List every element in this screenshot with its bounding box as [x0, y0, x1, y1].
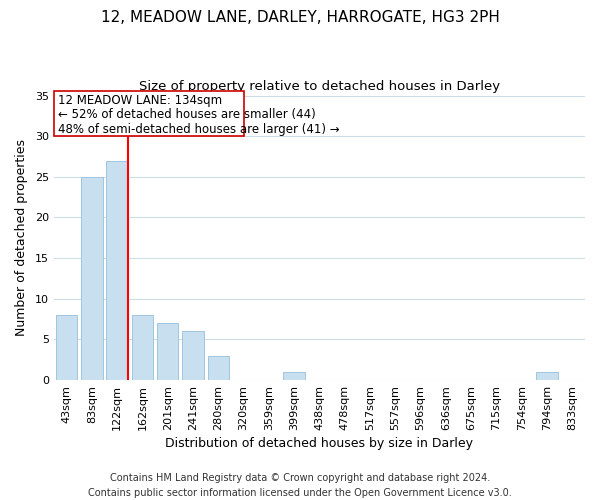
Bar [157, 323, 178, 380]
Text: 12, MEADOW LANE, DARLEY, HARROGATE, HG3 2PH: 12, MEADOW LANE, DARLEY, HARROGATE, HG3 … [101, 10, 499, 25]
Text: Contains HM Land Registry data © Crown copyright and database right 2024.
Contai: Contains HM Land Registry data © Crown c… [88, 472, 512, 498]
Bar [536, 372, 558, 380]
FancyBboxPatch shape [54, 92, 244, 136]
Text: 48% of semi-detached houses are larger (41) →: 48% of semi-detached houses are larger (… [58, 124, 340, 136]
Bar [106, 160, 128, 380]
Y-axis label: Number of detached properties: Number of detached properties [15, 140, 28, 336]
Title: Size of property relative to detached houses in Darley: Size of property relative to detached ho… [139, 80, 500, 93]
X-axis label: Distribution of detached houses by size in Darley: Distribution of detached houses by size … [166, 437, 473, 450]
Bar [182, 332, 204, 380]
Text: ← 52% of detached houses are smaller (44): ← 52% of detached houses are smaller (44… [58, 108, 316, 122]
Bar [131, 315, 153, 380]
Bar [283, 372, 305, 380]
Bar [56, 315, 77, 380]
Bar [208, 356, 229, 380]
Bar [81, 177, 103, 380]
Text: 12 MEADOW LANE: 134sqm: 12 MEADOW LANE: 134sqm [58, 94, 222, 106]
